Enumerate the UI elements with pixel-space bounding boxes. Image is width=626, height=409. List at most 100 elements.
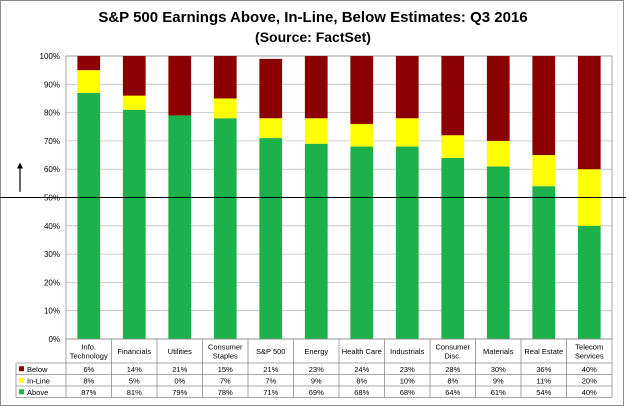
bar-below bbox=[304, 56, 328, 119]
data-label: 0% bbox=[174, 376, 185, 385]
legend-key-below bbox=[19, 366, 24, 372]
bar-below bbox=[168, 56, 192, 116]
bar-above bbox=[259, 138, 283, 339]
chart-title: S&P 500 Earnings Above, In-Line, Below E… bbox=[98, 9, 528, 26]
bar-below bbox=[577, 56, 601, 170]
arrow-head-icon bbox=[17, 162, 23, 169]
category-label: Services bbox=[575, 352, 604, 361]
bar-in-line bbox=[304, 118, 328, 144]
data-label: 40% bbox=[582, 365, 597, 374]
bar-in-line bbox=[486, 140, 510, 167]
category-label: Health Care bbox=[342, 347, 382, 356]
bar-in-line bbox=[213, 98, 237, 119]
data-label: 36% bbox=[536, 365, 551, 374]
bar-in-line bbox=[122, 95, 146, 110]
bar-above bbox=[532, 186, 556, 339]
bar-below bbox=[486, 56, 510, 141]
bar-below bbox=[77, 56, 101, 71]
data-label: 8% bbox=[83, 376, 94, 385]
y-tick-label: 40% bbox=[44, 222, 60, 231]
y-tick-label: 30% bbox=[44, 250, 60, 259]
overlay bbox=[0, 162, 626, 198]
data-label: 68% bbox=[354, 388, 369, 397]
legend-label-above: Above bbox=[27, 388, 48, 397]
bar-below bbox=[532, 56, 556, 156]
data-label: 21% bbox=[263, 365, 278, 374]
category-label: Disc. bbox=[444, 352, 461, 361]
bar-above bbox=[122, 109, 146, 340]
data-label: 24% bbox=[354, 365, 369, 374]
data-label: 6% bbox=[83, 365, 94, 374]
data-label: 20% bbox=[582, 376, 597, 385]
bar-in-line bbox=[77, 70, 101, 93]
data-label: 23% bbox=[309, 365, 324, 374]
bar-above bbox=[577, 225, 601, 339]
bar-above bbox=[304, 143, 328, 339]
category-label: Technology bbox=[70, 352, 108, 361]
category-label: Real Estate bbox=[524, 347, 563, 356]
legend-label-below: Below bbox=[27, 365, 48, 374]
bar-above bbox=[350, 146, 374, 339]
bar-above bbox=[213, 118, 237, 339]
data-label: 5% bbox=[129, 376, 140, 385]
bar-in-line bbox=[395, 118, 419, 147]
data-label: 40% bbox=[582, 388, 597, 397]
legend-key-in-line bbox=[19, 377, 24, 383]
bar-in-line bbox=[350, 123, 374, 147]
data-label: 69% bbox=[309, 388, 324, 397]
data-label: 7% bbox=[220, 376, 231, 385]
data-label: 9% bbox=[311, 376, 322, 385]
data-label: 68% bbox=[400, 388, 415, 397]
category-label: S&P 500 bbox=[256, 347, 285, 356]
category-label: Energy bbox=[304, 347, 328, 356]
data-label: 71% bbox=[263, 388, 278, 397]
bar-in-line bbox=[441, 135, 465, 158]
category-label: Telecom bbox=[575, 343, 603, 352]
category-label: Info. bbox=[81, 343, 96, 352]
category-label: Consumer bbox=[208, 343, 243, 352]
data-label: 61% bbox=[491, 388, 506, 397]
bar-below bbox=[122, 56, 146, 96]
data-label: 28% bbox=[445, 365, 460, 374]
bar-in-line bbox=[259, 118, 283, 139]
data-label: 8% bbox=[356, 376, 367, 385]
data-label: 10% bbox=[400, 376, 415, 385]
y-tick-label: 10% bbox=[44, 307, 60, 316]
bar-above bbox=[441, 157, 465, 339]
bar-above bbox=[77, 92, 101, 339]
bar-in-line bbox=[532, 155, 556, 187]
category-label: Materials bbox=[483, 347, 514, 356]
data-label: 23% bbox=[400, 365, 415, 374]
data-label: 21% bbox=[172, 365, 187, 374]
bar-below bbox=[213, 56, 237, 99]
category-label: Consumer bbox=[435, 343, 470, 352]
bar-below bbox=[259, 58, 283, 119]
bar-below bbox=[350, 56, 374, 124]
y-tick-label: 70% bbox=[44, 137, 60, 146]
bar-below bbox=[395, 56, 419, 119]
y-tick-label: 60% bbox=[44, 165, 60, 174]
bar-above bbox=[486, 166, 510, 339]
data-label: 54% bbox=[536, 388, 551, 397]
category-label: Staples bbox=[213, 352, 238, 361]
data-label: 78% bbox=[218, 388, 233, 397]
data-label: 8% bbox=[447, 376, 458, 385]
chart-subtitle: (Source: FactSet) bbox=[255, 29, 371, 45]
y-tick-label: 20% bbox=[44, 278, 60, 287]
bar-below bbox=[441, 56, 465, 136]
data-label: 81% bbox=[127, 388, 142, 397]
bar-above bbox=[395, 146, 419, 339]
data-table: Info.Technology Financials Utilities Consum… bbox=[15, 338, 613, 398]
data-label: 9% bbox=[493, 376, 504, 385]
data-label: 30% bbox=[491, 365, 506, 374]
category-label: Financials bbox=[117, 347, 151, 356]
data-label: 79% bbox=[172, 388, 187, 397]
category-label: Utilities bbox=[168, 347, 192, 356]
data-label: 7% bbox=[265, 376, 276, 385]
legend-label-in-line: In-Line bbox=[27, 376, 50, 385]
legend-key-above bbox=[19, 389, 24, 395]
bar-above bbox=[168, 115, 192, 340]
data-label: 11% bbox=[537, 376, 552, 385]
data-label: 87% bbox=[81, 388, 96, 397]
